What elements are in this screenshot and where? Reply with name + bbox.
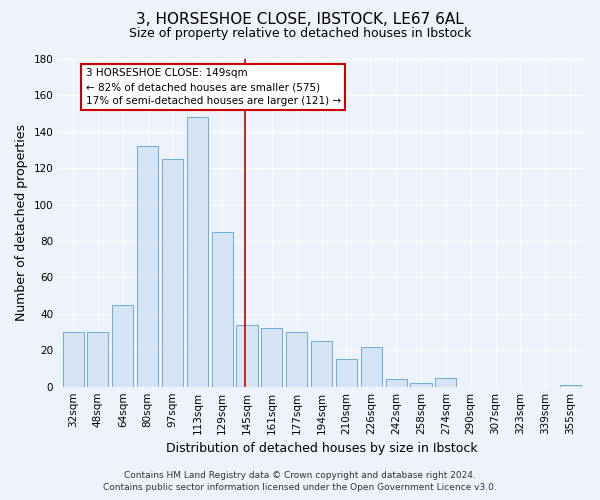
Text: 3 HORSESHOE CLOSE: 149sqm
← 82% of detached houses are smaller (575)
17% of semi: 3 HORSESHOE CLOSE: 149sqm ← 82% of detac…: [86, 68, 341, 106]
Bar: [560, 385, 581, 386]
Bar: [361, 346, 382, 387]
Bar: [212, 232, 233, 386]
Bar: [162, 159, 183, 386]
Bar: [286, 332, 307, 386]
Bar: [236, 325, 257, 386]
Bar: [137, 146, 158, 386]
Bar: [336, 360, 357, 386]
Y-axis label: Number of detached properties: Number of detached properties: [15, 124, 28, 322]
Bar: [112, 305, 133, 386]
Bar: [311, 341, 332, 386]
X-axis label: Distribution of detached houses by size in Ibstock: Distribution of detached houses by size …: [166, 442, 478, 455]
Bar: [386, 380, 407, 386]
Bar: [187, 118, 208, 386]
Bar: [262, 328, 283, 386]
Text: Size of property relative to detached houses in Ibstock: Size of property relative to detached ho…: [129, 28, 471, 40]
Bar: [62, 332, 83, 386]
Bar: [410, 383, 431, 386]
Text: Contains HM Land Registry data © Crown copyright and database right 2024.
Contai: Contains HM Land Registry data © Crown c…: [103, 471, 497, 492]
Text: 3, HORSESHOE CLOSE, IBSTOCK, LE67 6AL: 3, HORSESHOE CLOSE, IBSTOCK, LE67 6AL: [136, 12, 464, 28]
Bar: [88, 332, 109, 386]
Bar: [435, 378, 457, 386]
